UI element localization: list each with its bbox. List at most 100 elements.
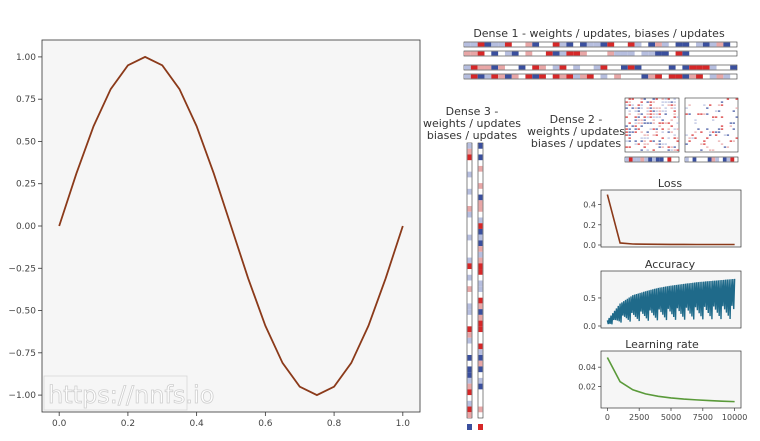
dense2-weight-updates-matrix-cell: [720, 116, 724, 118]
dense2-weights-matrix-cell: [664, 107, 667, 109]
dense2-weight-updates-matrix-cell: [706, 113, 709, 115]
dense3-weight-updates-strip-cell: [478, 314, 483, 321]
dense2-biases-strip-cell: [625, 157, 629, 162]
dense2-weight-updates-matrix-cell: [688, 104, 691, 106]
dense2-weights-matrix-cell: [643, 143, 646, 145]
dense2-weights-matrix-cell: [655, 110, 658, 112]
accuracy-y-tick-label: 0.5: [583, 294, 596, 303]
dense1-weights-strip-cell: [627, 42, 635, 47]
dense2-weights-matrix-cell: [652, 98, 655, 100]
dense2-weights-matrix-cell: [637, 116, 640, 118]
dense1-weight-updates-strip-cell: [607, 51, 615, 56]
dense2-bias-updates-strip-cell: [730, 157, 735, 162]
dense2-weights-matrix-cell: [625, 131, 628, 133]
dense1-bias-updates-strip-cell: [580, 74, 587, 79]
dense2-weights-matrix-cell: [673, 110, 676, 112]
dense2-weights-matrix-cell: [646, 131, 649, 133]
dense2-weight-updates-matrix-cell: [685, 134, 688, 136]
dense2-weight-updates-matrix-cell: [717, 128, 721, 130]
dense2-bias-updates-strip-cell: [692, 157, 697, 162]
sine-line: [58, 55, 404, 397]
dense1-weights-strip-cell: [484, 42, 492, 47]
dense1-weight-updates-strip-cell: [580, 51, 587, 56]
dense2-weight-updates-matrix-cell: [685, 107, 688, 109]
dense2-weights-matrix-cell: [649, 122, 652, 124]
dense1-weights-strip-cell: [525, 42, 533, 47]
dense2-weights-matrix-cell: [646, 143, 649, 145]
dense3-weight-updates-strip-cell: [478, 280, 483, 287]
dense2-weights-matrix-cell: [667, 131, 670, 133]
dense2-weights-matrix-cell: [655, 116, 658, 118]
dense2-bias-updates-strip-cell: [711, 157, 716, 162]
dense2-weights-matrix-cell: [640, 122, 643, 124]
dense2-weight-updates-matrix-cell: [691, 134, 694, 136]
main-x-tick-label: 0.4: [189, 419, 204, 429]
dense2-weights-matrix-cell: [625, 146, 628, 148]
dense3-weight-updates-strip-cell: [478, 200, 483, 207]
dense2-biases-strip-cell: [655, 157, 660, 162]
dense2-weights-matrix-cell: [640, 119, 643, 121]
dense2-weights-matrix-cell: [649, 101, 652, 103]
dense1-bias-updates-strip-cell: [552, 74, 560, 79]
dense2-weight-updates-matrix-cell: [700, 143, 703, 145]
loss-y-ticks: 0.4 0.2 0.0: [583, 201, 601, 250]
dense3-weight-updates-strip-cell: [478, 246, 483, 252]
dense2-weight-updates-matrix-cell: [697, 128, 700, 130]
dense1-weights-strip-cell: [661, 42, 669, 47]
dense2-weights-matrix-cell: [652, 149, 655, 151]
dense3-weights-strip-cell: [467, 412, 472, 418]
dense2-weights-matrix-cell: [676, 149, 679, 151]
dense2-weights-matrix-cell: [637, 110, 640, 112]
dense1-weights-strip-cell: [655, 42, 662, 47]
dense1-bias-updates-strip-cell: [539, 74, 546, 79]
dense2-weights-matrix-cell: [628, 146, 631, 148]
dense2-weight-updates-matrix-cell: [726, 134, 730, 136]
dense2-weights-matrix-cell: [667, 122, 670, 124]
dense2-weights-matrix-cell: [646, 110, 649, 112]
main-x-ticks: 0.0 0.2 0.4 0.6 0.8 1.0: [52, 412, 410, 429]
dense2-weight-updates-matrix-cell: [706, 146, 709, 148]
dense1-weights-strip-cell: [675, 42, 683, 47]
dense2-weights-matrix-cell: [625, 101, 628, 103]
dense1-weight-updates-strip-cell: [511, 51, 519, 56]
dense2-weights-matrix-cell: [628, 110, 631, 112]
dense1-biases-strip-cell: [484, 65, 492, 70]
dense2-weights-matrix-cell: [661, 101, 664, 103]
dense2-biases-strip-cell: [636, 157, 641, 162]
dense2-weights-matrix-cell: [643, 119, 646, 121]
dense2-weights-matrix-cell: [640, 98, 643, 100]
dense2-weights-matrix-cell: [652, 113, 655, 115]
dense3-weight-updates-strip-cell: [478, 217, 483, 224]
dense1-bias-updates-strip-cell: [532, 74, 540, 79]
learning-rate-panel: Learning rate 0.04 0.02 0 2500 5000 7500 1000…: [578, 338, 747, 422]
dense2-weights-matrix-cell: [628, 137, 631, 139]
dense1-weight-updates-strip-cell: [504, 51, 512, 56]
dense1-biases-strip-cell: [491, 65, 499, 70]
dense2-weights-matrix-cell: [634, 140, 637, 142]
dense1-biases-strip-cell: [559, 65, 567, 70]
dense1-biases-strip-cell: [552, 65, 560, 70]
dense2-weights-matrix-cell: [628, 134, 631, 136]
dense2-title-line2: weights / updates: [527, 125, 625, 138]
dense1-biases-strip-cell: [696, 65, 703, 70]
dense2-weight-updates-matrix-cell: [712, 131, 715, 133]
dense3-weight-updates-strip-cell: [478, 194, 483, 201]
dense1-bias-updates-strip-cell: [641, 74, 649, 79]
dense1-weight-updates-strip-cell: [566, 51, 574, 56]
dense2-weights-matrix-cell: [643, 137, 646, 139]
dense3-weight-updates-strip-cell: [478, 366, 483, 373]
dense2-weights-matrix-cell: [637, 143, 640, 145]
dense2-weight-updates-matrix-cell: [694, 119, 697, 121]
dense2-weights-matrix-cell: [628, 104, 631, 106]
dense3-weights-strip-cell: [467, 188, 472, 195]
main-y-tick-label: −0.25: [8, 264, 36, 274]
dense3-title-line1: Dense 3 -: [446, 105, 499, 118]
dense2-weights-matrix-cell: [658, 116, 661, 118]
dense1-weight-updates-strip-cell: [620, 51, 628, 56]
dense2-weight-updates-matrix-cell: [729, 140, 733, 142]
dense1-weights-strip-cell: [634, 42, 642, 47]
dense2-weights-matrix-cell: [661, 104, 664, 106]
dense2-weights-matrix-cell: [637, 107, 640, 109]
dense2-weights-matrix-cell: [646, 134, 649, 136]
dense1-biases-strip-cell: [689, 65, 697, 70]
